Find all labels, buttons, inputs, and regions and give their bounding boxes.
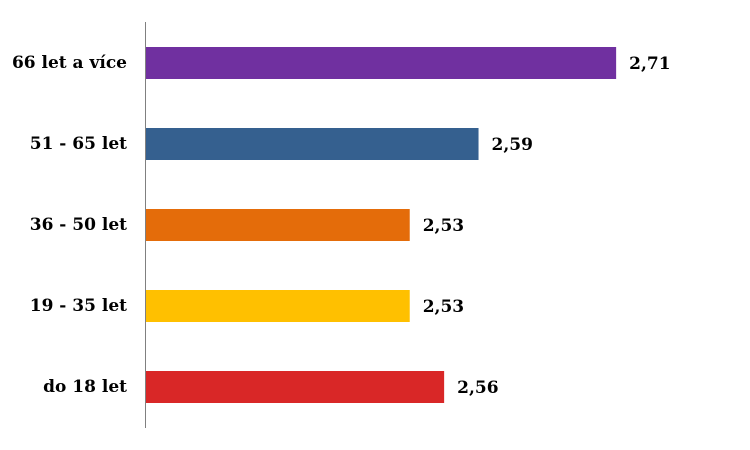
category-label: 36 - 50 let <box>30 215 127 235</box>
bar <box>146 47 617 79</box>
bar <box>146 128 479 160</box>
bar <box>146 371 445 403</box>
bars-group <box>146 47 617 403</box>
category-labels: 66 let a více 51 - 65 let 36 - 50 let 19 - … <box>12 53 127 397</box>
category-label: do 18 let <box>43 377 127 397</box>
data-label: 2,71 <box>629 54 670 74</box>
category-label: 51 - 65 let <box>30 134 127 154</box>
data-label: 2,59 <box>492 135 533 155</box>
data-label: 2,53 <box>423 297 464 317</box>
category-label: 66 let a více <box>12 53 127 73</box>
bar <box>146 290 410 322</box>
bar <box>146 209 410 241</box>
data-label: 2,56 <box>457 378 498 398</box>
category-label: 19 - 35 let <box>30 296 127 316</box>
value-labels: 2,71 2,59 2,53 2,53 2,56 <box>423 54 671 398</box>
data-label: 2,53 <box>423 216 464 236</box>
